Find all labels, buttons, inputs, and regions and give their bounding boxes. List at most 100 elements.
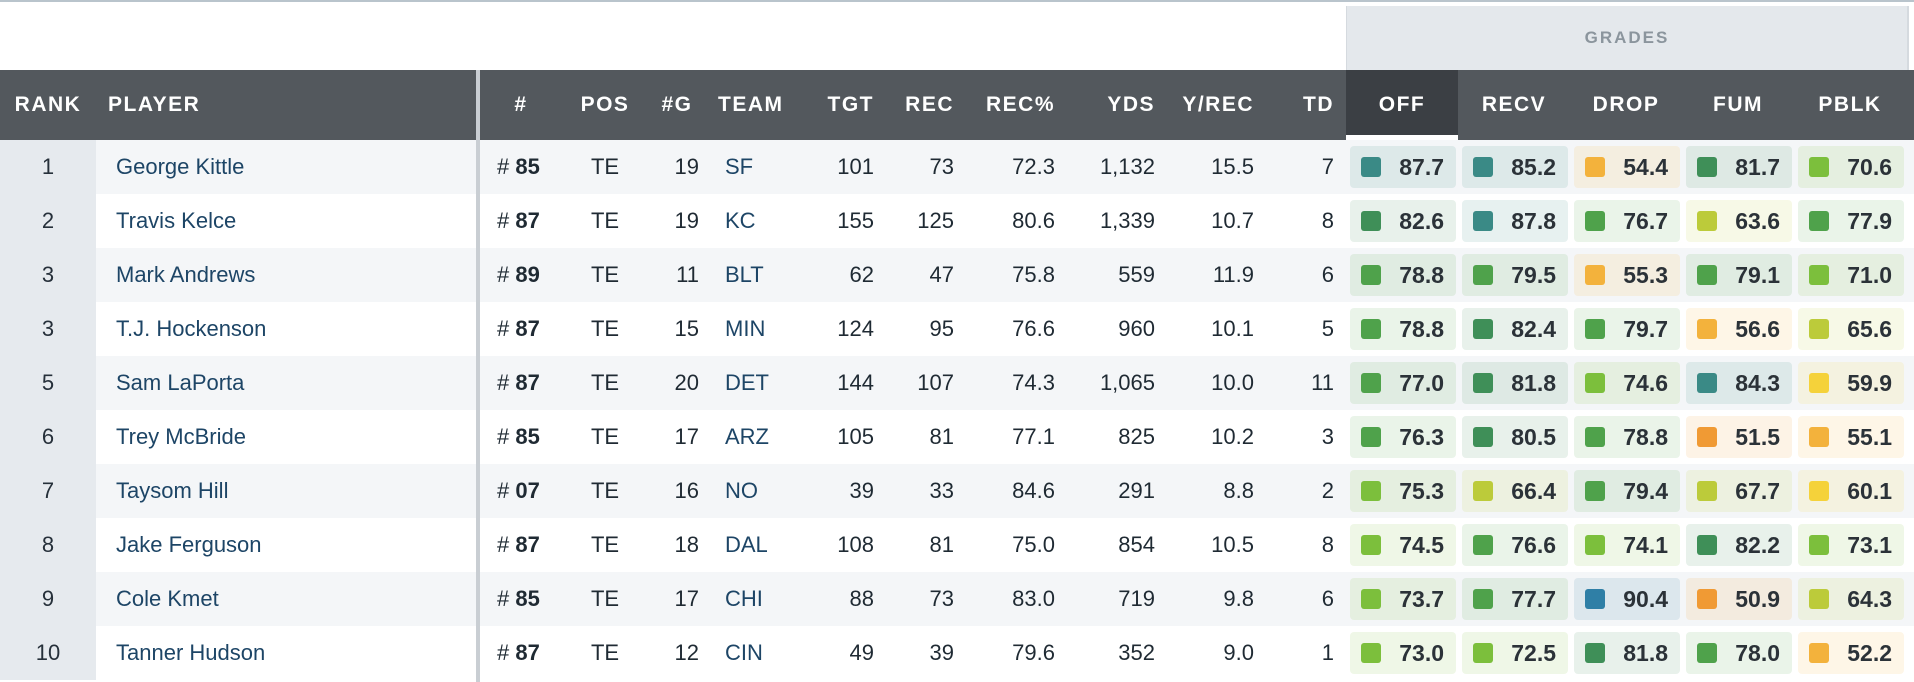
col-pblk[interactable]: PBLK [1818,93,1882,116]
jersey-value: 87 [515,370,540,395]
player-name[interactable]: Cole Kmet [116,586,219,611]
col-jersey[interactable]: # [514,93,528,116]
grade-pblk: 59.9 [1798,362,1904,404]
grade-value: 76.6 [1511,532,1556,558]
table-row[interactable]: 6 # 85 Trey McBride TE 17 ARZ 105 81 77.1 825 10.2… [0,410,1914,464]
table-row[interactable]: 3 # 87 T.J. Hockenson TE 15 MIN 124 95 76.6 960 10… [0,302,1914,356]
col-td[interactable]: TD [1303,93,1334,116]
grade-value: 77.9 [1847,208,1892,234]
player-name[interactable]: George Kittle [116,154,245,179]
grade-color-swatch [1473,589,1493,609]
jersey-value: 87 [515,640,540,665]
team[interactable]: ARZ [725,424,769,449]
jersey-number: # 87 [497,194,557,248]
jersey-value: 85 [515,586,540,611]
col-rank[interactable]: RANK [14,93,82,116]
team[interactable]: DAL [725,532,768,557]
grade-recv: 72.5 [1462,632,1568,674]
grade-pblk: 71.0 [1798,254,1904,296]
table-row[interactable]: 8 # 87 Jake Ferguson TE 18 DAL 108 81 75.0 854 10.… [0,518,1914,572]
player-name[interactable]: T.J. Hockenson [116,316,267,341]
reception-pct: 75.8 [1012,262,1055,287]
team[interactable]: SF [725,154,754,179]
grade-color-swatch [1361,643,1381,663]
touchdowns: 2 [1321,478,1334,503]
table-row[interactable]: 10 # 87 Tanner Hudson TE 12 CIN 49 39 79.6 352 9.0… [0,626,1914,680]
col-yds[interactable]: YDS [1107,93,1155,116]
col-recv[interactable]: RECV [1481,93,1547,116]
grade-drop: 90.4 [1574,578,1680,620]
team[interactable]: MIN [725,316,766,341]
touchdowns: 7 [1321,154,1334,179]
table-row[interactable]: 3 # 89 Mark Andrews TE 11 BLT 62 47 75.8 559 11.9 6… [0,248,1914,302]
grade-value: 78.0 [1735,640,1780,666]
grade-drop: 79.7 [1574,308,1680,350]
table-row[interactable]: 9 # 85 Cole Kmet TE 17 CHI 88 73 83.0 719 9.8 6 73.7… [0,572,1914,626]
player-name[interactable]: Sam LaPorta [116,370,245,395]
grade-value: 85.2 [1511,154,1556,180]
grade-value: 77.7 [1511,586,1556,612]
col-y-rec[interactable]: Y/REC [1182,93,1254,116]
player-name[interactable]: Mark Andrews [116,262,256,287]
games-played: 12 [674,640,699,665]
col-player[interactable]: PLAYER [108,93,201,116]
team[interactable]: BLT [725,262,764,287]
games-played: 20 [674,370,699,395]
position: TE [590,640,620,665]
targets: 39 [849,478,874,503]
player-name[interactable]: Taysom Hill [116,478,229,503]
table-row[interactable]: 1 # 85 George Kittle TE 19 SF 101 73 72.3 1,132 15… [0,140,1914,194]
team[interactable]: NO [725,478,758,503]
yards: 960 [1118,316,1155,341]
grade-color-swatch [1585,643,1605,663]
jersey-number: # 89 [497,248,557,302]
col-rec-pct[interactable]: REC% [985,93,1055,116]
grade-fum: 78.0 [1686,632,1792,674]
grade-fum: 63.6 [1686,200,1792,242]
grade-color-swatch [1361,319,1381,339]
rank: 8 [0,518,96,572]
player-name[interactable]: Travis Kelce [116,208,237,233]
col-tgt[interactable]: TGT [827,93,874,116]
col-off[interactable]: OFF [1378,93,1426,116]
col-rec[interactable]: REC [905,93,954,116]
col-team[interactable]: TEAM [718,93,784,116]
grade-value: 60.1 [1847,478,1892,504]
grade-value: 78.8 [1399,316,1444,342]
grade-color-swatch [1473,265,1493,285]
jersey-value: 87 [515,316,540,341]
position: TE [590,316,620,341]
team[interactable]: CHI [725,586,763,611]
grade-recv: 82.4 [1462,308,1568,350]
games-played: 17 [674,586,699,611]
grade-off: 78.8 [1350,308,1456,350]
grade-color-swatch [1473,427,1493,447]
grade-color-swatch [1809,211,1829,231]
player-name[interactable]: Jake Ferguson [116,532,262,557]
grade-value: 79.5 [1511,262,1556,288]
col-games[interactable]: #G [661,93,693,116]
col-pos[interactable]: POS [580,93,630,116]
reception-pct: 83.0 [1012,586,1055,611]
grade-drop: 79.4 [1574,470,1680,512]
yards-per-reception: 10.2 [1211,424,1254,449]
jersey-number: # 85 [497,140,557,194]
col-fum[interactable]: FUM [1713,93,1763,116]
team[interactable]: KC [725,208,756,233]
touchdowns: 11 [1311,370,1334,395]
table-row[interactable]: 7 # 07 Taysom Hill TE 16 NO 39 33 84.6 291 8.8 2 75.… [0,464,1914,518]
grade-color-swatch [1809,535,1829,555]
table-row[interactable]: 2 # 87 Travis Kelce TE 19 KC 155 125 80.6 1,339 10… [0,194,1914,248]
grade-recv: 81.8 [1462,362,1568,404]
grade-off: 77.0 [1350,362,1456,404]
player-name[interactable]: Trey McBride [116,424,246,449]
games-played: 16 [674,478,699,503]
grade-value: 87.8 [1511,208,1556,234]
position: TE [590,586,620,611]
team[interactable]: DET [725,370,769,395]
player-name[interactable]: Tanner Hudson [116,640,266,665]
col-drop[interactable]: DROP [1592,93,1660,116]
grade-value: 82.4 [1511,316,1556,342]
table-row[interactable]: 5 # 87 Sam LaPorta TE 20 DET 144 107 74.3 1,065 10… [0,356,1914,410]
team[interactable]: CIN [725,640,763,665]
